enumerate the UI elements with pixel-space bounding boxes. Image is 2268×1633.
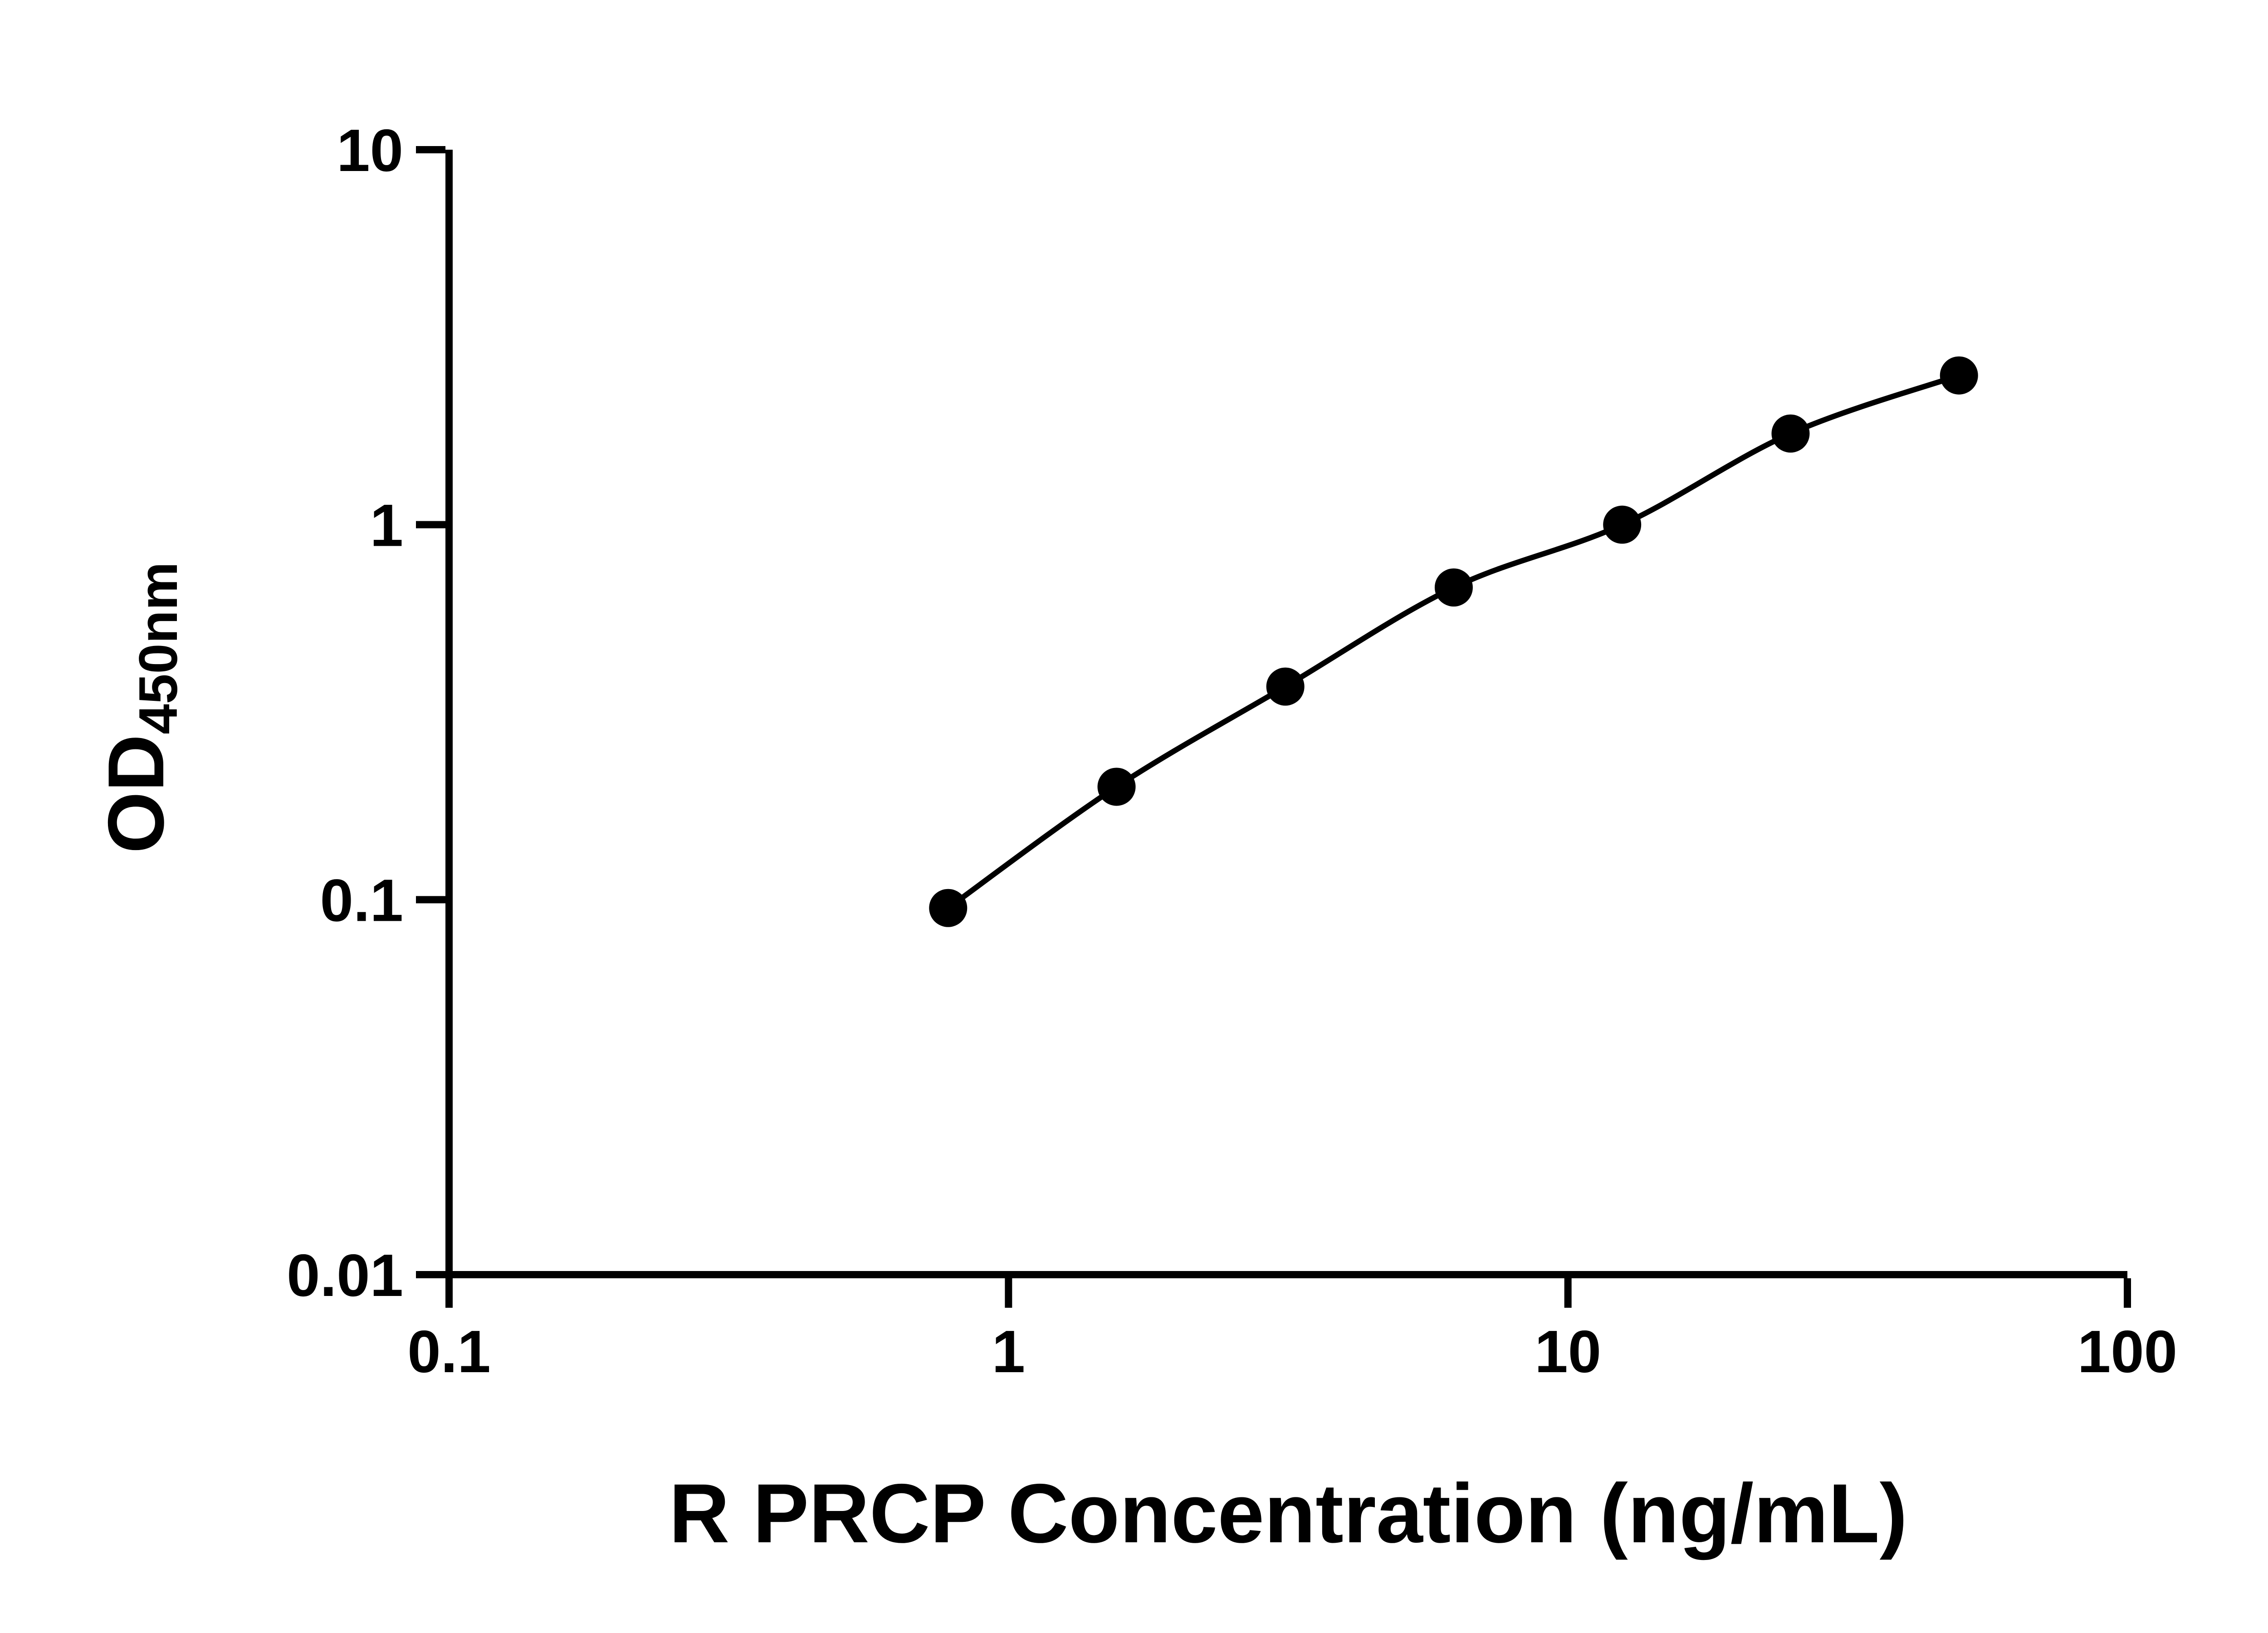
y-axis-title: OD450nm [92,562,189,854]
x-tick-label: 0.1 [407,1318,491,1385]
x-tick-label: 100 [2077,1318,2177,1385]
data-point [1266,667,1305,706]
data-point [1771,414,1810,453]
y-axis-title-sub: 450nm [128,562,189,734]
data-point [1434,568,1473,607]
x-axis-title: R PRCP Concentration (ng/mL) [669,1467,1907,1560]
data-point [1940,356,1978,395]
y-tick-label: 10 [337,117,403,184]
data-point [1097,768,1136,806]
y-tick-label: 0.01 [287,1242,403,1309]
x-tick-label: 10 [1535,1318,1601,1385]
data-point [1603,505,1642,544]
data-layer [929,356,1978,927]
data-point [929,889,968,927]
fit-curve [945,372,1962,911]
y-tick-label: 0.1 [320,867,404,934]
x-tick-label: 1 [992,1318,1025,1385]
y-axis-title-main: OD [92,734,181,854]
y-tick-label: 1 [370,492,403,559]
